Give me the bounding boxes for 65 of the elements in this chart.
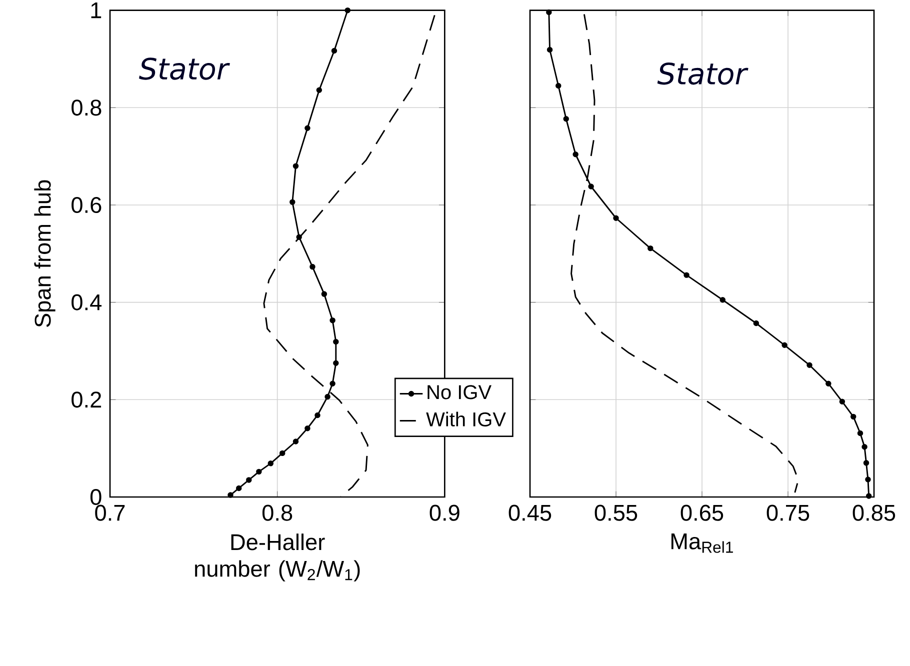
point [865,476,871,482]
point [546,9,552,16]
point [246,477,252,483]
x-tick-label: 0.85 [852,504,896,521]
x-tick-label: 0.8 [262,504,292,521]
point [857,430,864,436]
point [304,426,310,432]
point [333,338,339,345]
point [866,493,872,499]
legend-label: No IGV [428,385,492,400]
point [296,234,302,240]
point [279,450,286,456]
x-tick-label: 0.75 [766,504,810,521]
x-tick-label: 0.65 [680,504,724,521]
y-axis-title: Span from hub [34,180,56,327]
point [228,492,234,498]
y-tick-label: 0 [90,488,102,506]
point [862,444,868,450]
point [321,291,328,297]
point [556,82,562,89]
point [839,398,846,404]
point [290,199,296,205]
y-tick-label: 0.8 [72,100,102,116]
point [572,152,578,158]
point [753,320,760,326]
annotation: Stator [138,58,230,80]
point [256,468,262,475]
point [546,46,553,53]
point [330,317,336,324]
x-tick-label: 0.9 [430,504,460,521]
y-tick-label: 0.4 [72,294,102,310]
point [268,460,274,466]
x-tick-label: 0.45 [508,504,552,521]
point [782,342,788,348]
point [236,485,242,492]
point [684,272,690,278]
annotation: Stator [657,62,748,85]
x-tick-label: 0.7 [95,504,125,521]
point [863,460,870,466]
y-tick-label: 0.6 [72,196,102,214]
point [850,414,856,420]
point [826,380,832,386]
point [648,245,654,252]
y-tick-label: 0.2 [72,392,102,408]
point [330,380,336,386]
point [613,215,619,221]
point [292,163,299,169]
point [806,362,812,368]
x-axis-title: Ma$_{Rel1}$ [671,534,733,553]
point [292,438,299,444]
point [310,264,316,270]
point [316,87,322,94]
point [333,360,339,366]
point [304,125,310,131]
point [331,48,338,54]
point [720,297,726,303]
x-tick-label: 0.55 [594,504,638,521]
point [344,7,350,14]
point [314,412,320,418]
point [563,116,569,122]
y-tick-label: 1 [91,2,102,18]
legend-label: With IGV [426,412,506,426]
point [588,184,594,190]
x-axis-title: De-Haller number (W$_{2}$/W$_{1}$) [195,534,360,582]
point [324,394,330,400]
